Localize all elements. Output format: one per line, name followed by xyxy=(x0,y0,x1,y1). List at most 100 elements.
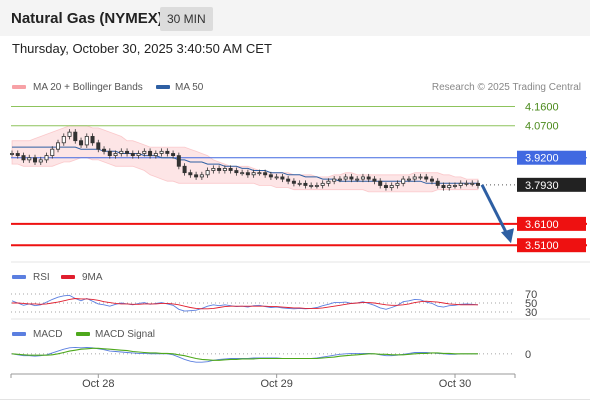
price-candle xyxy=(9,153,14,155)
price-candle xyxy=(366,176,371,180)
price-candle xyxy=(130,153,135,157)
price-candle xyxy=(332,178,337,182)
price-candle xyxy=(142,150,147,154)
level-label: 3.6100 xyxy=(525,219,559,231)
x-tick-label: Oct 28 xyxy=(82,378,114,390)
price-candle xyxy=(176,155,181,167)
price-candle xyxy=(222,168,227,171)
price-candle xyxy=(395,182,400,186)
price-candle xyxy=(406,178,411,181)
price-candle xyxy=(107,150,112,157)
legend-swatch-ma50 xyxy=(156,85,170,89)
price-candle xyxy=(113,153,118,157)
price-candle xyxy=(280,176,285,180)
level-badge-support xyxy=(517,216,586,231)
price-candle xyxy=(429,178,434,182)
price-candle xyxy=(251,172,256,176)
price-candle xyxy=(435,180,440,186)
price-candle xyxy=(44,155,49,161)
price-candle xyxy=(245,172,250,176)
timeframe-badge[interactable]: 30 MIN xyxy=(160,7,213,31)
price-candle xyxy=(418,176,423,179)
source-credit: Research © 2025 Trading Central xyxy=(432,82,581,93)
macd-signal-line xyxy=(11,347,478,361)
price-candle xyxy=(165,150,170,154)
price-candle xyxy=(447,185,452,189)
price-chart: MA 20 + Bollinger Bands MA 50 Research © 2… xyxy=(9,82,590,390)
price-candle xyxy=(199,174,204,178)
price-candle xyxy=(320,182,325,186)
price-candle xyxy=(441,185,446,189)
chart-header: Natural Gas (NYMEX) 30 MIN xyxy=(0,0,590,36)
price-candle xyxy=(119,150,124,154)
level-badge-support xyxy=(517,238,586,253)
price-candle xyxy=(125,150,130,154)
price-candle xyxy=(73,131,78,142)
price-candle xyxy=(205,170,210,176)
projection-arrow xyxy=(480,184,509,235)
rsi-tick: 70 xyxy=(525,289,537,301)
price-candle xyxy=(458,182,463,186)
price-candle xyxy=(96,142,101,150)
timestamp: Thursday, October 30, 2025 3:40:50 AM CE… xyxy=(12,41,272,56)
price-candle xyxy=(194,174,199,178)
x-tick-label: Oct 29 xyxy=(260,378,292,390)
price-candle xyxy=(337,178,342,181)
price-candle xyxy=(475,182,480,186)
price-candle xyxy=(424,176,429,180)
price-candle xyxy=(27,157,32,161)
legend-rsi: RSI xyxy=(33,272,50,283)
price-candle xyxy=(90,136,95,144)
instrument-title: Natural Gas (NYMEX) xyxy=(11,10,163,27)
x-tick-label: Oct 30 xyxy=(439,378,471,390)
price-candle xyxy=(211,168,216,171)
level-label: 4.0700 xyxy=(525,121,559,133)
price-candle xyxy=(452,185,457,187)
price-candle xyxy=(372,178,377,182)
price-candle xyxy=(360,176,365,180)
price-candle xyxy=(159,150,164,154)
level-label: 3.5100 xyxy=(525,240,559,252)
price-candle xyxy=(389,185,394,189)
price-candle xyxy=(263,172,268,176)
price-candle xyxy=(470,182,475,185)
price-candle xyxy=(274,176,279,179)
level-badge-current xyxy=(517,177,586,192)
ma50-line xyxy=(12,146,478,184)
price-candle xyxy=(148,150,153,157)
price-candle xyxy=(343,176,348,180)
legend-bollinger: MA 20 + Bollinger Bands xyxy=(33,82,143,93)
price-candle xyxy=(297,182,302,185)
price-candle xyxy=(153,153,158,157)
price-candle xyxy=(102,148,107,152)
price-candle xyxy=(303,182,308,186)
price-candle xyxy=(268,174,273,178)
legend-swatch-rsi-ma xyxy=(61,275,75,279)
price-candle xyxy=(50,148,55,156)
legend-swatch-bollinger xyxy=(12,85,26,89)
price-candle xyxy=(38,159,43,163)
price-candle xyxy=(67,131,72,137)
legend-swatch-macd xyxy=(12,332,26,336)
price-candle xyxy=(56,142,61,150)
legend-swatch-macd-signal xyxy=(76,332,90,336)
price-candle xyxy=(314,185,319,187)
price-candle xyxy=(15,153,20,157)
legend-ma50: MA 50 xyxy=(175,82,204,93)
price-candle xyxy=(309,185,314,187)
price-candle xyxy=(378,180,383,186)
price-candle xyxy=(21,155,26,161)
level-label: 3.7930 xyxy=(525,180,559,192)
price-candle xyxy=(401,178,406,184)
rsi-line xyxy=(11,294,479,312)
rsi-tick: 50 xyxy=(525,298,537,310)
level-badge-pivot xyxy=(517,150,586,165)
price-candle xyxy=(240,172,245,175)
price-candle xyxy=(412,176,417,180)
price-candle xyxy=(355,178,360,181)
legend-macd: MACD xyxy=(33,329,62,340)
price-candle xyxy=(188,172,193,176)
price-candle xyxy=(234,170,239,174)
price-candle xyxy=(61,136,66,144)
price-candle xyxy=(136,153,141,157)
